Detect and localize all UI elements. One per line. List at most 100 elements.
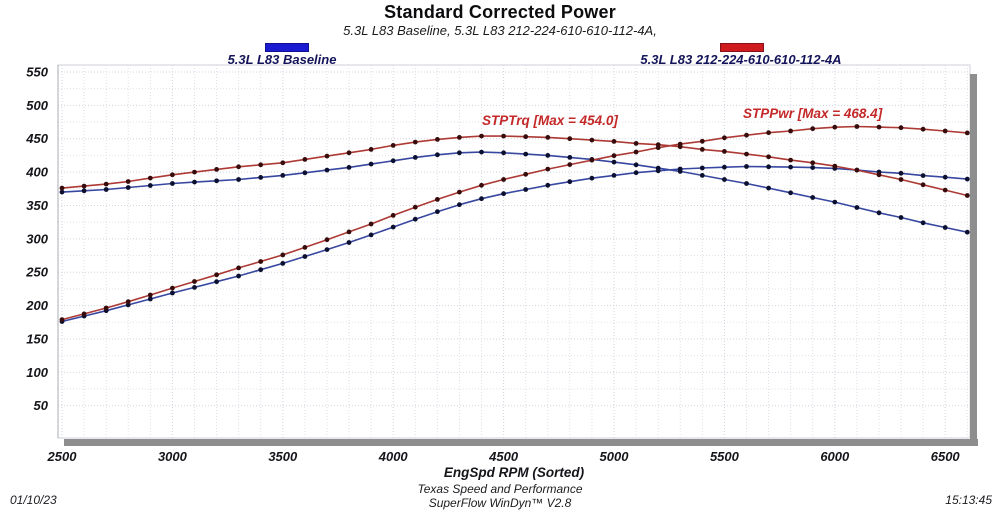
data-point-marker [368, 221, 374, 227]
data-point-marker [412, 155, 418, 160]
data-point-marker [280, 261, 286, 266]
data-point-marker [280, 160, 286, 166]
data-point-marker [501, 133, 506, 139]
series-line [61, 165, 969, 323]
data-point-marker [346, 240, 352, 245]
data-point-marker [898, 125, 904, 131]
x-tick-label: 6500 [931, 449, 961, 464]
data-point-marker [59, 185, 65, 191]
x-tick-label: 5500 [710, 449, 740, 464]
data-point-marker [258, 267, 264, 273]
data-point-marker [59, 189, 65, 195]
data-point-marker [964, 176, 970, 182]
horizontal-scrollbar[interactable] [64, 439, 978, 446]
data-point-marker [788, 190, 793, 196]
data-point-marker [346, 229, 352, 235]
page-subtitle: 5.3L L83 Baseline, 5.3L L83 212-224-610-… [343, 23, 657, 38]
torque-max-annotation: STPTrq [Max = 454.0] [482, 113, 618, 128]
x-axis-title: EngSpd RPM (Sorted) [443, 465, 585, 480]
data-point-marker [501, 177, 506, 182]
data-point-marker [324, 167, 330, 173]
report-time: 15:13:45 [945, 493, 992, 507]
data-point-marker [457, 189, 462, 195]
data-point-marker [147, 175, 153, 181]
data-point-marker [302, 245, 308, 250]
data-point-marker [280, 252, 286, 258]
y-tick-label: 250 [25, 265, 48, 280]
y-tick-label: 500 [26, 98, 48, 113]
data-point-marker [854, 205, 860, 210]
vertical-scrollbar[interactable] [970, 74, 977, 446]
data-point-marker [147, 292, 153, 298]
report-date: 01/10/23 [10, 493, 57, 507]
data-point-marker [810, 126, 816, 132]
legend-label-cam: 5.3L L83 212-224-610-610-112-4A [640, 52, 842, 67]
data-point-marker [147, 296, 153, 302]
y-tick-label: 400 [25, 165, 48, 180]
data-point-marker [258, 162, 264, 168]
data-point-marker [722, 177, 727, 182]
data-point-marker [346, 165, 352, 170]
data-point-marker [280, 173, 286, 178]
y-tick-label: 350 [26, 198, 48, 213]
data-point-marker [766, 154, 771, 160]
data-point-marker [479, 196, 484, 202]
data-point-marker [876, 124, 882, 130]
data-point-marker [699, 165, 705, 171]
data-point-marker [170, 285, 175, 291]
data-point-marker [236, 164, 242, 170]
data-point-marker [103, 187, 109, 192]
data-point-marker [854, 124, 860, 129]
data-point-marker [435, 209, 440, 215]
data-point-marker [479, 149, 484, 155]
data-point-marker [810, 160, 816, 166]
data-point-marker [744, 181, 749, 186]
data-point-marker [192, 169, 197, 175]
data-point-marker [744, 151, 749, 157]
data-point-marker [832, 124, 838, 130]
data-point-marker [854, 167, 860, 173]
data-point-marker [170, 172, 175, 178]
data-point-marker [633, 141, 639, 146]
data-point-marker [898, 170, 904, 176]
data-point-marker [125, 179, 131, 184]
data-point-marker [788, 164, 793, 170]
data-point-marker [214, 279, 220, 285]
data-point-marker [457, 135, 462, 140]
data-point-marker [722, 135, 727, 141]
x-tick-label: 3000 [158, 449, 188, 464]
data-point-marker [59, 317, 65, 322]
data-point-marker [501, 150, 506, 156]
data-point-marker [964, 193, 970, 198]
data-point-marker [147, 183, 153, 188]
data-point-marker [368, 161, 374, 167]
x-tick-label: 2500 [47, 449, 78, 464]
data-point-marker [589, 175, 595, 181]
y-tick-label: 550 [26, 65, 48, 80]
data-point-marker [633, 170, 639, 176]
data-point-marker [346, 150, 352, 156]
data-point-marker [302, 170, 308, 176]
data-point-marker [81, 188, 87, 194]
data-point-marker [810, 195, 816, 200]
legend-swatch-cam [720, 43, 764, 52]
power-max-annotation: STPPwr [Max = 468.4] [743, 106, 883, 121]
data-point-marker [567, 179, 573, 185]
data-point-marker [390, 158, 396, 164]
data-point-marker [457, 202, 462, 208]
data-point-marker [545, 135, 551, 140]
data-point-marker [567, 155, 573, 160]
data-point-marker [125, 185, 131, 190]
data-point-marker [589, 137, 595, 143]
data-point-marker [722, 164, 727, 170]
data-point-marker [744, 132, 749, 138]
data-point-marker [898, 177, 904, 182]
data-point-marker [457, 150, 462, 156]
data-point-marker [412, 139, 418, 145]
y-tick-label: 450 [25, 131, 48, 146]
data-point-marker [655, 168, 661, 174]
facility-name: Texas Speed and Performance [417, 482, 583, 496]
data-point-marker [192, 285, 197, 290]
